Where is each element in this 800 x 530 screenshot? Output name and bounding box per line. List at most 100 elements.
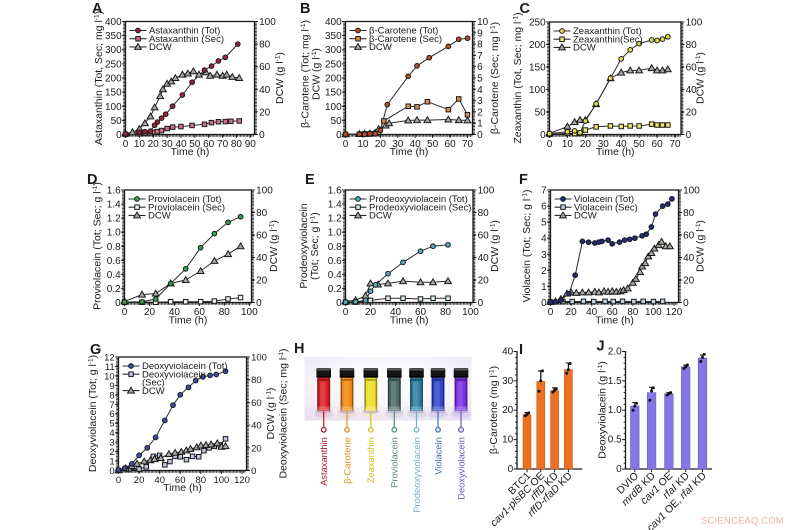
svg-text:Deoxyviolacein (g l-1): Deoxyviolacein (g l-1) [597, 361, 609, 458]
svg-text:40: 40 [154, 475, 165, 486]
svg-text:70: 70 [217, 139, 229, 150]
svg-text:1.6: 1.6 [328, 186, 342, 197]
svg-text:1.2: 1.2 [328, 214, 342, 225]
svg-text:20: 20 [375, 139, 387, 150]
svg-text:Prodeoxyviolacein: Prodeoxyviolacein [298, 203, 310, 288]
svg-text:80: 80 [686, 40, 698, 51]
svg-text:DCW (g l-1): DCW (g l-1) [489, 220, 501, 272]
svg-text:30: 30 [502, 376, 514, 387]
svg-text:40: 40 [478, 253, 490, 264]
svg-text:0: 0 [122, 307, 128, 318]
svg-text:40: 40 [683, 253, 695, 264]
svg-text:5: 5 [109, 419, 114, 430]
svg-text:10: 10 [477, 17, 489, 28]
svg-text:12: 12 [104, 353, 115, 364]
svg-text:40: 40 [251, 421, 262, 432]
svg-text:β-Carotene (Tot): β-Carotene (Tot) [369, 26, 438, 37]
svg-text:Violacein (Tot; Sec; g l-1): Violacein (Tot; Sec; g l-1) [521, 190, 533, 303]
svg-text:DCW (g l-1): DCW (g l-1) [265, 388, 277, 440]
svg-text:A: A [92, 1, 103, 17]
svg-text:2: 2 [541, 266, 547, 277]
svg-text:Zeaxanthin (Tot): Zeaxanthin (Tot) [573, 26, 642, 37]
svg-text:Deoxyviolacein (Tot): Deoxyviolacein (Tot) [142, 361, 228, 372]
svg-text:60: 60 [203, 139, 215, 150]
svg-text:9: 9 [477, 28, 483, 39]
svg-text:Violacein (Sec): Violacein (Sec) [574, 202, 638, 213]
svg-text:0: 0 [616, 464, 622, 475]
svg-text:50: 50 [634, 139, 646, 150]
svg-text:250: 250 [325, 59, 342, 70]
svg-text:60: 60 [686, 63, 698, 74]
svg-text:100: 100 [529, 85, 546, 96]
svg-text:DCW (g l-1): DCW (g l-1) [695, 220, 707, 272]
svg-text:0: 0 [336, 298, 342, 309]
svg-text:Astaxanthin (Tot, Sec; mg l-1): Astaxanthin (Tot, Sec; mg l-1) [93, 11, 105, 145]
svg-text:0.6: 0.6 [328, 256, 342, 267]
svg-text:350: 350 [105, 31, 122, 42]
svg-text:40: 40 [616, 139, 628, 150]
svg-text:Violacein (Tot): Violacein (Tot) [574, 194, 634, 205]
svg-text:0: 0 [478, 298, 484, 309]
svg-text:80: 80 [440, 307, 452, 318]
svg-text:60: 60 [194, 307, 206, 318]
svg-text:300: 300 [105, 45, 122, 56]
svg-text:Proviolacein (Sec): Proviolacein (Sec) [148, 202, 225, 213]
svg-text:DCW: DCW [369, 42, 392, 53]
svg-text:4: 4 [477, 85, 483, 96]
svg-text:100: 100 [105, 102, 122, 113]
svg-text:0.8: 0.8 [328, 242, 342, 253]
svg-text:Prodeoxyviolacein (Tot): Prodeoxyviolacein (Tot) [369, 194, 468, 205]
svg-text:30: 30 [392, 139, 404, 150]
svg-text:1: 1 [541, 282, 547, 293]
svg-text:80: 80 [251, 375, 262, 386]
svg-text:1.4: 1.4 [107, 200, 121, 211]
svg-text:0: 0 [115, 298, 121, 309]
svg-text:20: 20 [580, 139, 592, 150]
svg-text:Violacein: Violacein [433, 437, 443, 475]
svg-text:200: 200 [105, 74, 122, 85]
svg-text:20: 20 [502, 405, 514, 416]
svg-text:0.4: 0.4 [328, 270, 342, 281]
svg-text:(Tot; Sec; g l-1): (Tot; Sec; g l-1) [309, 212, 321, 280]
svg-text:100: 100 [213, 475, 229, 486]
svg-text:20: 20 [686, 108, 698, 119]
svg-text:60: 60 [652, 139, 664, 150]
svg-text:0: 0 [540, 130, 546, 141]
svg-text:40: 40 [502, 347, 514, 358]
svg-text:0.6: 0.6 [107, 256, 121, 267]
svg-text:0: 0 [343, 307, 349, 318]
svg-text:Time (h): Time (h) [595, 315, 634, 327]
svg-text:40: 40 [259, 85, 271, 96]
svg-text:6: 6 [477, 62, 483, 73]
svg-text:50: 50 [535, 108, 547, 119]
svg-text:100: 100 [645, 307, 662, 318]
svg-text:2: 2 [109, 447, 114, 458]
svg-text:DCW (g l-1): DCW (g l-1) [268, 220, 280, 272]
svg-text:1.0: 1.0 [328, 228, 342, 239]
svg-text:100: 100 [259, 17, 276, 28]
svg-text:50: 50 [331, 116, 343, 127]
svg-text:0: 0 [116, 475, 121, 486]
svg-text:Astaxanthin: Astaxanthin [319, 437, 329, 486]
svg-text:20: 20 [134, 475, 145, 486]
svg-text:400: 400 [105, 17, 122, 28]
svg-text:1.5: 1.5 [608, 376, 622, 387]
svg-text:H: H [294, 341, 304, 357]
svg-text:80: 80 [478, 208, 490, 219]
svg-text:0: 0 [548, 307, 554, 318]
svg-text:40: 40 [410, 139, 422, 150]
svg-text:Time (h): Time (h) [169, 315, 208, 327]
svg-text:0: 0 [116, 130, 122, 141]
svg-text:10: 10 [357, 139, 369, 150]
svg-text:60: 60 [415, 307, 427, 318]
svg-text:0: 0 [251, 466, 256, 477]
svg-text:60: 60 [259, 62, 271, 73]
svg-text:Time (h): Time (h) [163, 482, 202, 494]
svg-text:DCW: DCW [142, 386, 165, 397]
svg-text:10: 10 [104, 371, 115, 382]
svg-text:2.0: 2.0 [608, 347, 622, 358]
svg-text:20: 20 [256, 276, 268, 287]
svg-text:0: 0 [541, 298, 547, 309]
svg-text:50: 50 [111, 116, 123, 127]
svg-text:150: 150 [105, 88, 122, 99]
